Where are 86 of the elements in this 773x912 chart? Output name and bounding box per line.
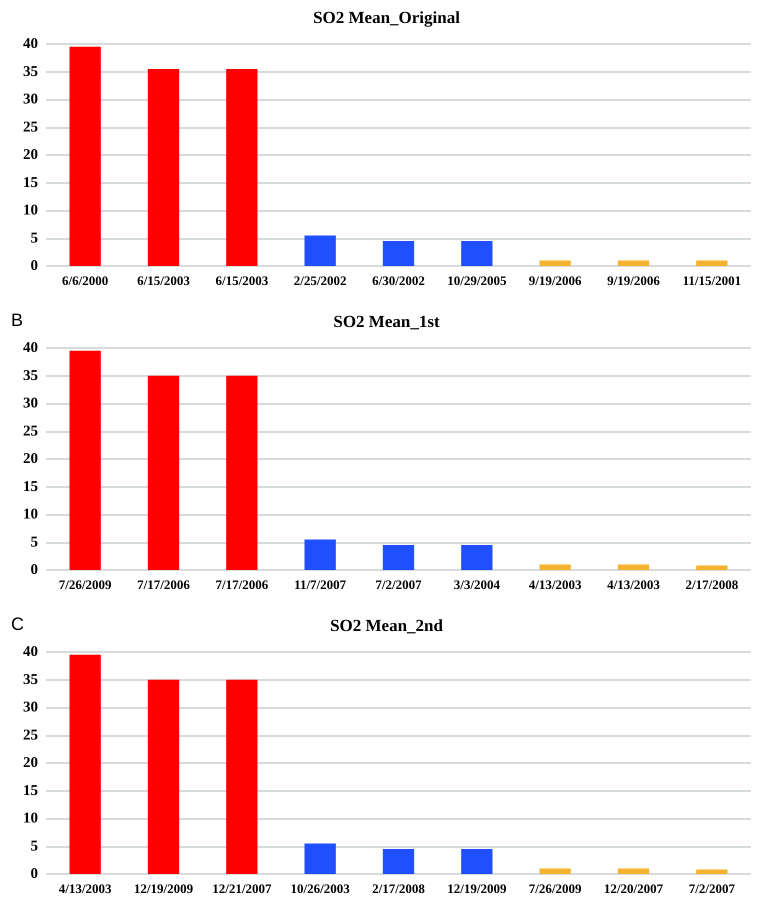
bar [382, 545, 414, 570]
y-tick-label: 35 [23, 64, 38, 80]
x-tick-label: 4/13/2003 [528, 577, 582, 592]
y-tick-label: 35 [23, 672, 38, 688]
y-tick-label: 35 [23, 368, 38, 384]
x-tick-label: 2/25/2002 [294, 273, 347, 288]
y-tick-label: 10 [23, 810, 38, 826]
x-tick-label: 9/19/2006 [528, 273, 582, 288]
bar [382, 241, 414, 266]
bar [461, 849, 492, 874]
y-tick-label: 25 [23, 727, 38, 744]
bar [70, 350, 101, 570]
bar [540, 260, 571, 266]
y-tick-label: 40 [23, 644, 38, 660]
y-tick-label: 5 [30, 534, 38, 550]
x-tick-label: 4/13/2003 [58, 881, 112, 896]
x-tick-label: 2/17/2008 [372, 881, 426, 896]
bar [540, 564, 571, 570]
y-tick-label: 20 [23, 147, 38, 163]
x-tick-label: 11/7/2007 [294, 577, 347, 592]
y-tick-label: 40 [23, 36, 38, 52]
x-tick-label: 6/6/2000 [62, 273, 108, 288]
bar [70, 46, 101, 266]
bar [304, 235, 336, 266]
bar [618, 260, 650, 266]
x-tick-label: 7/2/2007 [375, 577, 422, 592]
x-tick-label: 6/15/2003 [137, 273, 190, 288]
bar [226, 376, 258, 570]
bar [618, 868, 650, 874]
text: C [11, 614, 24, 634]
y-tick-label: 10 [23, 506, 38, 522]
bar [148, 68, 180, 266]
chart-title: SO2 Mean_1st [333, 312, 440, 331]
x-tick-label: 2/17/2008 [685, 577, 739, 592]
bar [226, 680, 258, 874]
bar [226, 68, 258, 266]
text: B [11, 310, 24, 330]
x-tick-label: 7/26/2009 [528, 881, 582, 896]
x-tick-label: 7/17/2006 [215, 577, 269, 592]
y-tick-label: 10 [23, 202, 38, 218]
bar [540, 868, 571, 874]
y-tick-label: 20 [23, 755, 38, 771]
x-tick-label: 11/15/2001 [682, 273, 742, 288]
y-tick-label: 15 [23, 478, 38, 495]
y-tick-label: 0 [30, 258, 38, 274]
y-tick-label: 0 [30, 562, 38, 578]
y-tick-label: 25 [23, 423, 38, 440]
bar [148, 680, 180, 874]
chart-title: SO2 Mean_2nd [330, 616, 444, 635]
y-tick-label: 25 [23, 119, 38, 136]
bar [461, 241, 492, 266]
x-tick-label: 7/17/2006 [137, 577, 190, 592]
y-tick-label: 15 [23, 174, 38, 191]
y-tick-label: 0 [30, 866, 38, 882]
bar [70, 654, 101, 874]
y-tick-label: 20 [23, 451, 38, 467]
x-tick-label: 6/30/2002 [372, 273, 425, 288]
y-tick-label: 15 [23, 782, 38, 799]
x-tick-label: 10/26/2003 [290, 881, 350, 896]
y-tick-label: 30 [23, 396, 38, 412]
x-tick-label: 12/19/2009 [447, 881, 507, 896]
y-tick-label: 5 [30, 230, 38, 246]
y-tick-label: 5 [30, 838, 38, 854]
y-tick-label: 30 [23, 700, 38, 716]
y-tick-label: 30 [23, 92, 38, 108]
x-tick-label: 12/20/2007 [604, 881, 664, 896]
bar [382, 849, 414, 874]
bar [696, 260, 728, 266]
x-tick-label: 7/2/2007 [688, 881, 736, 896]
x-tick-label: 3/3/2004 [454, 577, 500, 592]
x-tick-label: 10/29/2005 [447, 273, 507, 288]
bar [148, 376, 180, 570]
bar [696, 566, 728, 570]
x-tick-label: 9/19/2006 [607, 273, 660, 288]
x-tick-label: 12/21/2007 [212, 881, 272, 896]
y-tick-label: 40 [23, 340, 38, 356]
bar [461, 545, 492, 570]
x-tick-label: 4/13/2003 [607, 577, 660, 592]
x-tick-label: 12/19/2009 [134, 881, 194, 896]
bar [696, 870, 728, 874]
bar [304, 539, 336, 570]
x-tick-label: 7/26/2009 [58, 577, 112, 592]
bar [618, 564, 650, 570]
chart-title: SO2 Mean_Original [313, 8, 460, 27]
x-tick-label: 6/15/2003 [215, 273, 269, 288]
bar [304, 843, 336, 874]
